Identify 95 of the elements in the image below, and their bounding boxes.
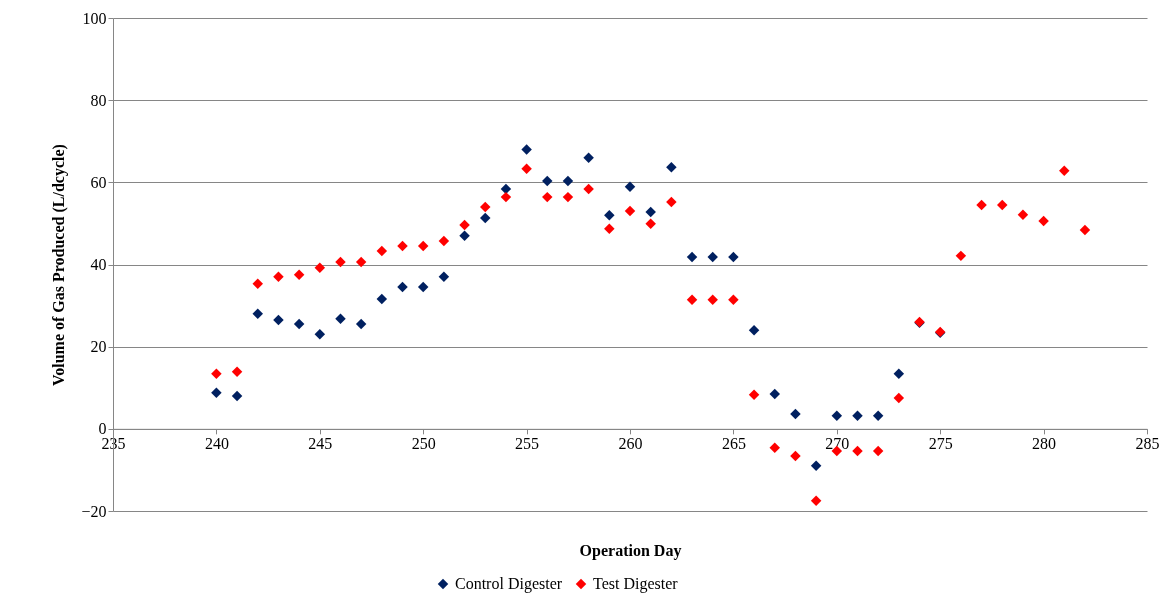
point — [624, 205, 636, 217]
point — [211, 368, 222, 380]
x-tick-label: 240 — [204, 435, 229, 453]
point — [231, 366, 243, 377]
point — [376, 245, 388, 257]
x-tick-label: 235 — [101, 435, 126, 453]
point — [562, 191, 574, 203]
point — [459, 219, 470, 231]
y-tick-label: 0 — [98, 420, 107, 438]
point — [852, 445, 863, 457]
point — [521, 144, 532, 155]
point — [459, 230, 470, 241]
x-axis-title: Operation Day — [579, 541, 682, 560]
point — [273, 271, 284, 283]
point — [728, 294, 739, 306]
point — [955, 250, 967, 262]
point — [438, 271, 450, 283]
x-tick-label: 265 — [721, 435, 746, 453]
x-tick-label: 245 — [308, 435, 333, 453]
x-tick-label: 260 — [618, 435, 643, 453]
point — [500, 191, 512, 203]
point — [211, 387, 222, 398]
point — [293, 318, 305, 330]
point — [542, 175, 553, 187]
x-tick-label: 250 — [411, 435, 436, 453]
point — [872, 445, 884, 457]
y-tick-label: 60 — [90, 173, 107, 191]
y-tick-label: 40 — [90, 256, 107, 273]
y-axis-title: Volume of Gas Produced (L/dcycle) — [50, 144, 69, 386]
point — [769, 388, 780, 400]
point — [604, 223, 615, 234]
point — [728, 251, 739, 263]
point — [231, 390, 243, 402]
point — [583, 152, 594, 163]
point — [314, 329, 326, 340]
point — [893, 392, 905, 404]
point — [624, 181, 636, 193]
point — [748, 324, 760, 336]
point — [397, 240, 408, 252]
point — [542, 191, 553, 203]
point — [1017, 209, 1029, 221]
point — [893, 368, 905, 380]
point — [852, 410, 863, 421]
point — [376, 293, 388, 305]
point — [397, 281, 408, 293]
point — [335, 256, 346, 268]
point — [769, 442, 780, 453]
point — [252, 308, 263, 320]
point — [666, 161, 677, 173]
point — [252, 278, 263, 290]
x-tick-label: 285 — [1135, 435, 1160, 453]
point — [790, 408, 801, 420]
point — [707, 251, 718, 263]
point — [604, 209, 615, 221]
point — [976, 199, 987, 211]
point — [997, 199, 1008, 211]
point — [417, 240, 429, 252]
point — [480, 212, 491, 224]
point — [686, 294, 698, 306]
x-tick-label: 275 — [928, 435, 953, 453]
point — [1059, 165, 1070, 177]
point — [1079, 224, 1091, 236]
legend-label: Control Digester — [455, 575, 563, 593]
point — [666, 196, 677, 208]
legend-label: Test Digester — [593, 575, 679, 593]
point — [438, 235, 450, 247]
x-tick-label: 255 — [515, 435, 540, 453]
y-tick-label: 80 — [90, 91, 107, 109]
point — [790, 450, 801, 462]
point — [748, 389, 760, 400]
point — [1038, 215, 1049, 227]
point — [355, 256, 367, 268]
point — [417, 281, 429, 293]
point — [707, 294, 718, 306]
x-tick-label: 270 — [825, 435, 850, 453]
point — [293, 269, 305, 281]
point — [335, 313, 346, 324]
point — [583, 183, 594, 195]
point — [480, 201, 491, 213]
x-tick-label: 280 — [1032, 435, 1057, 453]
y-tick-label: 100 — [82, 9, 107, 27]
point — [314, 262, 326, 274]
point — [810, 460, 822, 472]
point — [273, 314, 284, 326]
point — [645, 206, 656, 218]
point — [810, 495, 822, 506]
point — [355, 318, 367, 330]
point — [645, 218, 656, 230]
y-tick-label: 20 — [90, 338, 107, 356]
point — [521, 163, 532, 175]
point — [831, 410, 843, 421]
point — [872, 410, 884, 421]
point — [686, 251, 698, 263]
y-tick-label: −20 — [81, 502, 107, 520]
point — [562, 175, 574, 187]
